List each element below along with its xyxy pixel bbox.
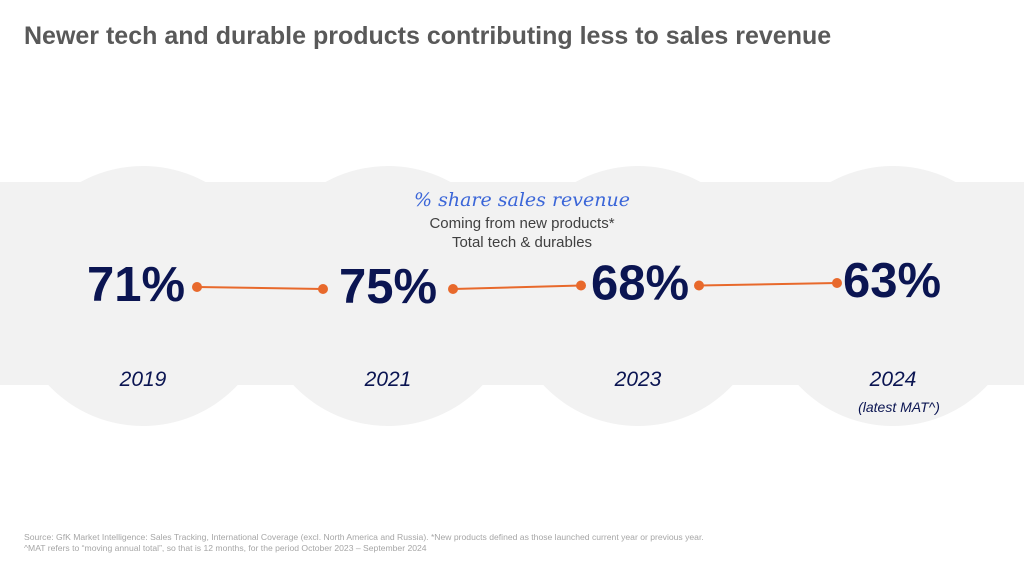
connector-2023-2024-start-dot <box>694 280 704 291</box>
year-label-2023: 2023 <box>614 368 662 391</box>
chart-background <box>0 166 1024 426</box>
connector-2023-2024-end-dot <box>832 278 842 288</box>
source-text: Source: GfK Market Intelligence: Sales T… <box>24 532 704 542</box>
value-label-2024: 63% <box>843 254 941 308</box>
mat-note: ^MAT refers to “moving annual total”, so… <box>24 543 427 553</box>
connector-2019-2021-line <box>196 286 324 290</box>
year-label-2024: 2024 <box>869 368 917 391</box>
connector-2021-2023-end-dot <box>576 280 586 291</box>
connector-2019-2021-start-dot <box>192 282 202 292</box>
background-circle-2019 <box>13 166 273 426</box>
connector-2021-2023-line <box>452 284 582 290</box>
year-label-2019: 2019 <box>119 368 167 391</box>
year-label-2021: 2021 <box>364 368 412 391</box>
connector-2021-2023-start-dot <box>448 284 458 294</box>
chart-title: % share sales revenue <box>414 189 630 211</box>
background-circle-2021 <box>258 166 518 426</box>
connector-2023-2024-line <box>698 282 838 287</box>
value-label-2019: 71% <box>87 258 185 312</box>
chart-subtitle-line-1: Coming from new products* <box>429 215 614 232</box>
chart-marks: 71% 75% 68% 63% 2019 2021 2023 2024 (latest MAT^… <box>87 254 941 415</box>
background-circle-2023 <box>508 166 768 426</box>
value-label-2023: 68% <box>591 257 689 311</box>
source-footnote: Source: GfK Market Intelligence: Sales T… <box>24 532 704 554</box>
page-title: Newer tech and durable products contribu… <box>24 22 832 50</box>
chart-subtitle-line-2: Total tech & durables <box>452 234 592 251</box>
background-circle-2024 <box>763 166 1023 426</box>
year-note-2024: (latest MAT^) <box>858 399 940 415</box>
value-label-2021: 75% <box>339 260 437 314</box>
connector-2019-2021-end-dot <box>318 284 328 294</box>
